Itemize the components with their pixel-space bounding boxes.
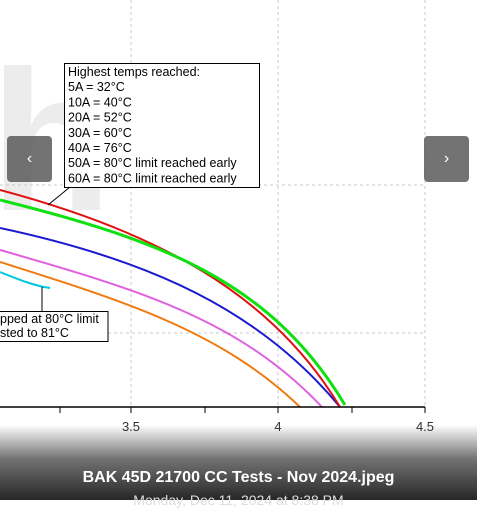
prev-button[interactable]: ‹ [7, 136, 52, 182]
partial-note: pped at 80°C limit [0, 312, 99, 326]
curves [0, 189, 347, 408]
note-line: 50A = 80°C limit reached early [68, 156, 237, 170]
note-box [64, 63, 260, 188]
callout-line [47, 186, 71, 206]
note-line: 60A = 80°C limit reached early [68, 171, 237, 185]
next-button[interactable]: › [424, 136, 469, 182]
note-line: 20A = 52°C [68, 111, 132, 125]
note-line: 10A = 40°C [68, 95, 132, 109]
partial-note-box [0, 311, 109, 342]
note-line: 5A = 32°C [68, 80, 125, 94]
caption: BAK 45D 21700 CC Tests - Nov 2024.jpeg [82, 469, 395, 486]
x-ticks [59, 407, 426, 413]
caption-shade [0, 425, 477, 500]
partial-note: sted to 81°C [0, 326, 69, 340]
note-line: Highest temps reached: [68, 65, 200, 79]
note-line: 40A = 76°C [68, 141, 132, 155]
note-line: 30A = 60°C [68, 126, 132, 140]
subcaption: Monday, Dec 11, 2024 at 8:38 PM [133, 492, 344, 508]
